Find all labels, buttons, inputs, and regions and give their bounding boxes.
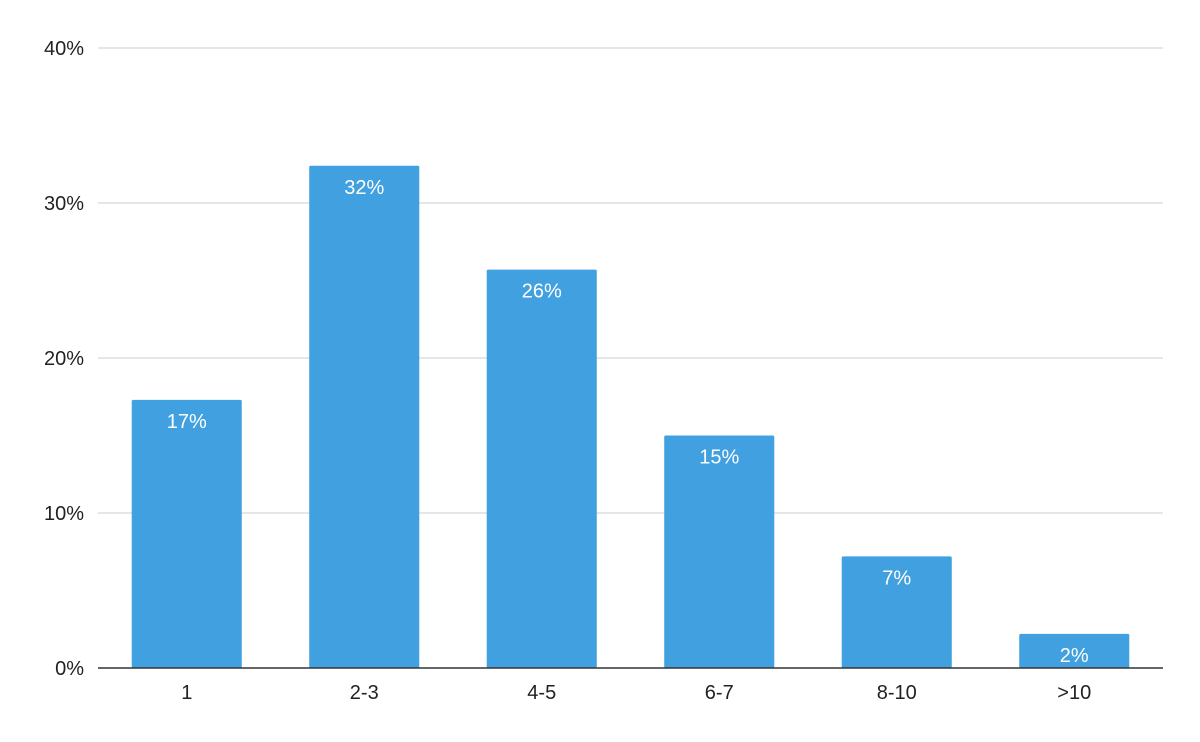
bar bbox=[309, 165, 420, 669]
bar-data-label: 32% bbox=[344, 177, 384, 199]
bar-data-label: 17% bbox=[167, 411, 207, 433]
x-tick-label: 2-3 bbox=[350, 682, 379, 704]
gridlines bbox=[98, 47, 1163, 514]
y-axis-tick-labels: 0% 10% 20% 30% 40% bbox=[44, 38, 84, 680]
y-tick-label: 30% bbox=[44, 193, 84, 215]
bar-data-label: 7% bbox=[882, 567, 911, 589]
x-tick-label: 8-10 bbox=[877, 682, 917, 704]
y-tick-label: 0% bbox=[55, 658, 84, 680]
y-tick-label: 40% bbox=[44, 38, 84, 60]
y-tick-label: 20% bbox=[44, 348, 84, 370]
y-tick-label: 10% bbox=[44, 503, 84, 525]
x-tick-label: 6-7 bbox=[705, 682, 734, 704]
bar bbox=[841, 556, 952, 668]
bar-data-label: 2% bbox=[1060, 645, 1089, 667]
bars bbox=[131, 165, 1130, 669]
bar bbox=[131, 399, 242, 668]
bar-data-label: 15% bbox=[699, 447, 739, 469]
x-tick-label: 4-5 bbox=[527, 682, 556, 704]
x-tick-label: >10 bbox=[1057, 682, 1091, 704]
x-tick-label: 1 bbox=[181, 682, 192, 704]
bar bbox=[1019, 633, 1130, 668]
x-axis-tick-labels: 1 2-3 4-5 6-7 8-10 >10 bbox=[181, 682, 1091, 704]
bar-data-label: 26% bbox=[522, 281, 562, 303]
bar bbox=[664, 435, 775, 668]
bar-data-labels: 17% 32% 26% 15% 7% 2% bbox=[167, 177, 1089, 667]
bar bbox=[486, 269, 597, 668]
